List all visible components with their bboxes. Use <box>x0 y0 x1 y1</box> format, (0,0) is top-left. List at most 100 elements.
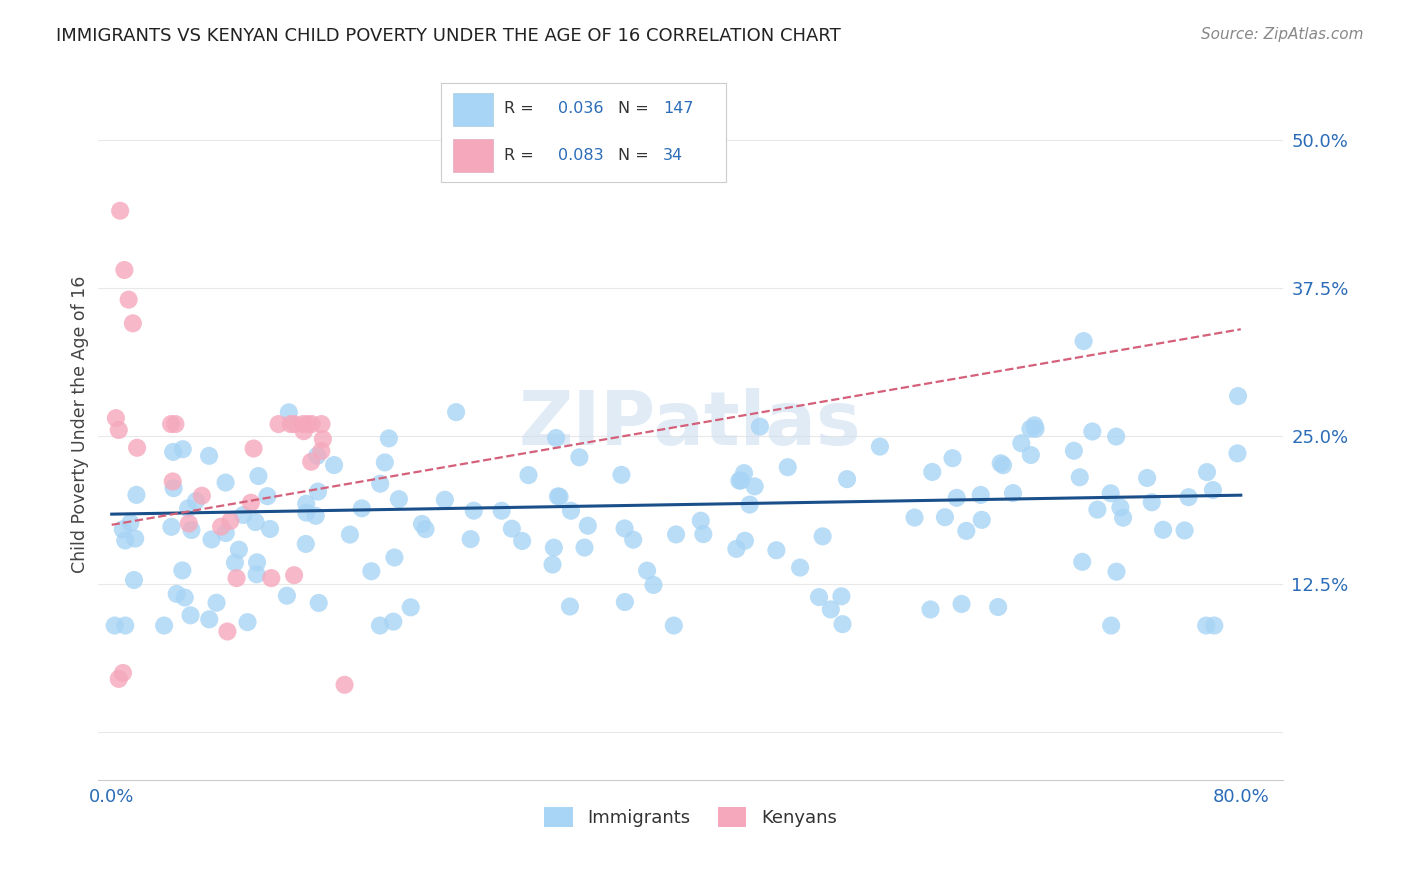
Point <box>776 460 799 475</box>
Point <box>247 469 270 483</box>
Point <box>350 501 373 516</box>
Point <box>613 521 636 535</box>
Point <box>165 417 187 431</box>
Point <box>205 596 228 610</box>
Point <box>292 424 315 438</box>
Point <box>1195 465 1218 479</box>
Point <box>411 516 433 531</box>
Text: Source: ZipAtlas.com: Source: ZipAtlas.com <box>1201 27 1364 42</box>
Point <box>124 532 146 546</box>
Point <box>941 451 963 466</box>
Point <box>1063 443 1085 458</box>
Point <box>305 508 328 523</box>
Point <box>108 203 131 218</box>
Point <box>744 479 766 493</box>
Point <box>662 618 685 632</box>
Point <box>636 564 658 578</box>
Point <box>560 504 582 518</box>
Point <box>172 563 194 577</box>
Point <box>283 417 305 431</box>
Point <box>333 678 356 692</box>
Point <box>224 556 246 570</box>
Point <box>114 533 136 548</box>
Point <box>1099 486 1122 500</box>
Point <box>112 263 135 277</box>
Point <box>374 455 396 469</box>
Legend: Immigrants, Kenyans: Immigrants, Kenyans <box>537 799 844 835</box>
Point <box>177 516 200 531</box>
Point <box>1195 618 1218 632</box>
Point <box>283 568 305 582</box>
Point <box>172 442 194 457</box>
Point <box>820 602 842 616</box>
Point <box>107 672 129 686</box>
Point <box>1204 618 1226 632</box>
Point <box>574 541 596 555</box>
Point <box>730 474 752 488</box>
Point <box>1136 471 1159 485</box>
Point <box>789 560 811 574</box>
Point <box>160 417 183 431</box>
Point <box>399 600 422 615</box>
Point <box>104 618 127 632</box>
Point <box>277 405 299 419</box>
Point <box>225 571 247 585</box>
Point <box>162 445 184 459</box>
Point <box>517 468 540 483</box>
Point <box>308 596 330 610</box>
Point <box>1109 500 1132 515</box>
Point <box>245 515 267 529</box>
Point <box>444 405 467 419</box>
Point <box>323 458 346 472</box>
Point <box>301 417 323 431</box>
Point <box>280 417 302 431</box>
Point <box>950 597 973 611</box>
Point <box>228 542 250 557</box>
Point <box>543 541 565 555</box>
Point <box>191 489 214 503</box>
Point <box>184 494 207 508</box>
Point <box>831 617 853 632</box>
Point <box>239 496 262 510</box>
Point <box>311 417 333 431</box>
Point <box>180 523 202 537</box>
Text: IMMIGRANTS VS KENYAN CHILD POVERTY UNDER THE AGE OF 16 CORRELATION CHART: IMMIGRANTS VS KENYAN CHILD POVERTY UNDER… <box>56 27 841 45</box>
Point <box>1177 490 1199 504</box>
Point <box>1099 618 1122 632</box>
Point <box>987 600 1010 615</box>
Point <box>1140 495 1163 509</box>
Point <box>312 432 335 446</box>
Point <box>738 498 761 512</box>
Point <box>969 488 991 502</box>
Point <box>613 595 636 609</box>
Point <box>219 514 242 528</box>
Point <box>501 522 523 536</box>
Point <box>1105 565 1128 579</box>
Point <box>111 665 134 680</box>
Point <box>1001 486 1024 500</box>
Point <box>1227 389 1250 403</box>
Point <box>236 615 259 629</box>
Point <box>990 456 1012 470</box>
Point <box>725 541 748 556</box>
Point <box>1025 422 1047 436</box>
Point <box>311 444 333 458</box>
Point <box>246 555 269 569</box>
Point <box>1152 523 1174 537</box>
Point <box>217 624 239 639</box>
Point <box>122 573 145 587</box>
Point <box>945 491 967 505</box>
Point <box>180 608 202 623</box>
Point <box>292 417 315 431</box>
Point <box>463 504 485 518</box>
Point <box>692 527 714 541</box>
Point <box>162 475 184 489</box>
Point <box>246 567 269 582</box>
Point <box>1019 448 1042 462</box>
Point <box>214 475 236 490</box>
Point <box>576 518 599 533</box>
Point <box>510 533 533 548</box>
Point <box>1105 429 1128 443</box>
Point <box>382 615 405 629</box>
Point <box>166 587 188 601</box>
